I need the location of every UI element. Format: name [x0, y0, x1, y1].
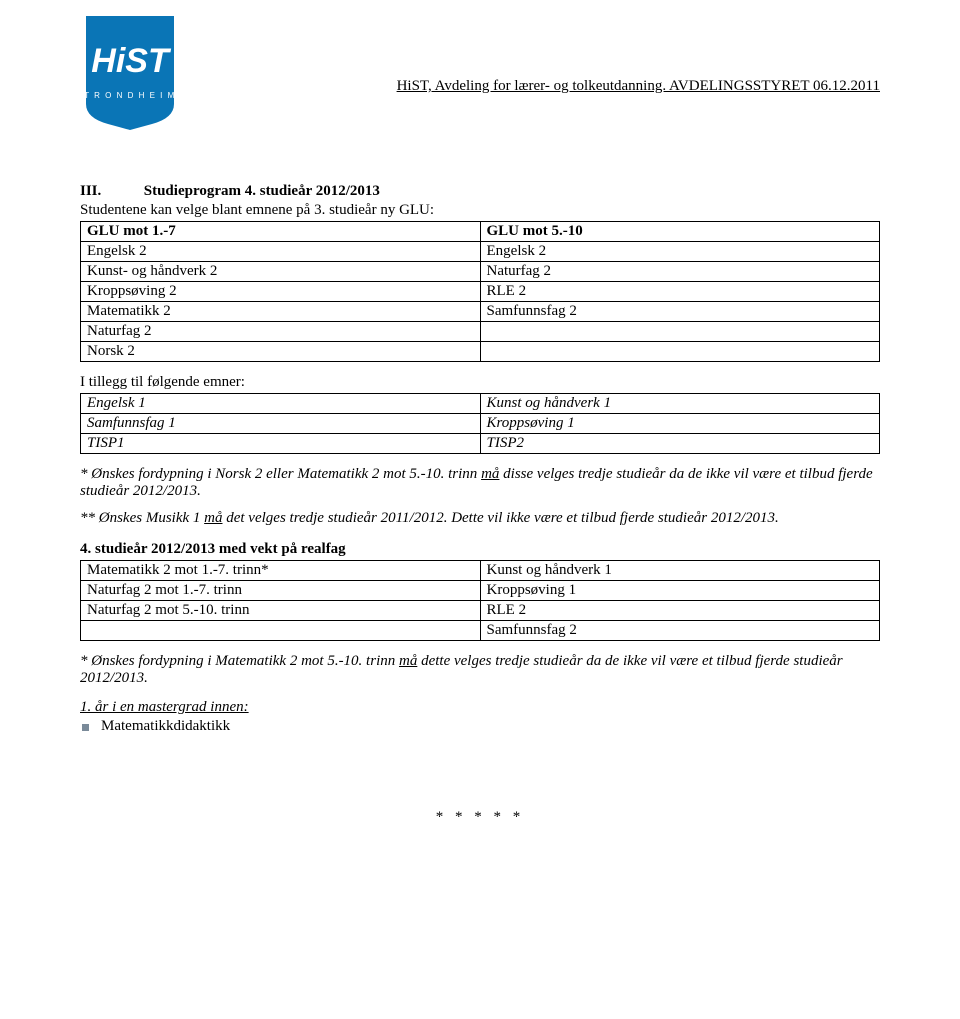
table-cell: Kunst og håndverk 1: [480, 394, 880, 414]
table-cell: Norsk 2: [81, 342, 481, 362]
master-heading: 1. år i en mastergrad innen:: [80, 699, 880, 716]
footnote-text: ** Ønskes Musikk 1: [80, 510, 204, 526]
logo: HiST T R O N D H E I M: [80, 12, 180, 137]
table-cell: Kroppsøving 1: [480, 581, 880, 601]
table-row: Naturfag 2: [81, 322, 880, 342]
table-row: Norsk 2: [81, 342, 880, 362]
svg-text:T R O N D H E I M: T R O N D H E I M: [84, 91, 176, 100]
table-header-cell: GLU mot 1.-7: [81, 222, 481, 242]
table-row: Matematikk 2 Samfunnsfag 2: [81, 302, 880, 322]
table-cell: TISP1: [81, 434, 481, 454]
table-cell: Matematikk 2: [81, 302, 481, 322]
supplementary-label: I tillegg til følgende emner:: [80, 374, 880, 391]
table-row: TISP1 TISP2: [81, 434, 880, 454]
bullet-text: Matematikkdidaktikk: [101, 718, 230, 735]
footnote-underline: må: [399, 653, 417, 669]
table-row: Matematikk 2 mot 1.-7. trinn* Kunst og h…: [81, 561, 880, 581]
table-cell: Samfunnsfag 2: [480, 302, 880, 322]
table-cell: Engelsk 2: [480, 242, 880, 262]
table-cell: [81, 621, 481, 641]
table-row: Naturfag 2 mot 5.-10. trinn RLE 2: [81, 601, 880, 621]
sub-heading: 4. studieår 2012/2013 med vekt på realfa…: [80, 541, 880, 558]
table-supplementary: Engelsk 1 Kunst og håndverk 1 Samfunnsfa…: [80, 393, 880, 454]
table-row: Engelsk 1 Kunst og håndverk 1: [81, 394, 880, 414]
section-intro: Studentene kan velge blant emnene på 3. …: [80, 202, 880, 219]
table-cell: Engelsk 1: [81, 394, 481, 414]
footnote-text: det velges tredje studieår 2011/2012. De…: [222, 510, 778, 526]
section-title: Studieprogram 4. studieår 2012/2013: [144, 183, 380, 199]
section-roman: III.: [80, 183, 140, 200]
table-cell: Kroppsøving 1: [480, 414, 880, 434]
table-cell: RLE 2: [480, 601, 880, 621]
table-cell: RLE 2: [480, 282, 880, 302]
table-cell: Naturfag 2 mot 1.-7. trinn: [81, 581, 481, 601]
table-row: GLU mot 1.-7 GLU mot 5.-10: [81, 222, 880, 242]
footnote-text: * Ønskes fordypning i Matematikk 2 mot 5…: [80, 653, 399, 669]
table-row: Naturfag 2 mot 1.-7. trinn Kroppsøving 1: [81, 581, 880, 601]
table-cell: Kroppsøving 2: [81, 282, 481, 302]
table-cell: Matematikk 2 mot 1.-7. trinn*: [81, 561, 481, 581]
table-realfag: Matematikk 2 mot 1.-7. trinn* Kunst og h…: [80, 560, 880, 641]
table-cell: Kunst og håndverk 1: [480, 561, 880, 581]
table-cell: Naturfag 2: [81, 322, 481, 342]
table-cell: Naturfag 2: [480, 262, 880, 282]
svg-text:HiST: HiST: [91, 42, 172, 80]
table-row: Samfunnsfag 2: [81, 621, 880, 641]
table-cell: Engelsk 2: [81, 242, 481, 262]
square-bullet-icon: [82, 724, 89, 731]
page-header: HiST, Avdeling for lærer- og tolkeutdann…: [80, 78, 880, 95]
footnote-underline: må: [204, 510, 222, 526]
table-cell: Kunst- og håndverk 2: [81, 262, 481, 282]
table-row: Samfunnsfag 1 Kroppsøving 1: [81, 414, 880, 434]
footnote-2: ** Ønskes Musikk 1 må det velges tredje …: [80, 510, 880, 527]
section-heading: III. Studieprogram 4. studieår 2012/2013: [80, 183, 880, 200]
table-cell: [480, 342, 880, 362]
table-row: Kunst- og håndverk 2 Naturfag 2: [81, 262, 880, 282]
table-cell: Samfunnsfag 1: [81, 414, 481, 434]
table-row: Engelsk 2 Engelsk 2: [81, 242, 880, 262]
footnote-1: * Ønskes fordypning i Norsk 2 eller Mate…: [80, 466, 880, 500]
table-row: Kroppsøving 2 RLE 2: [81, 282, 880, 302]
table-cell: [480, 322, 880, 342]
bullet-item: Matematikkdidaktikk: [80, 718, 880, 735]
footnote-underline: må: [481, 466, 499, 482]
table-header-cell: GLU mot 5.-10: [480, 222, 880, 242]
table-cell: Naturfag 2 mot 5.-10. trinn: [81, 601, 481, 621]
table-glu: GLU mot 1.-7 GLU mot 5.-10 Engelsk 2 Eng…: [80, 221, 880, 362]
table-cell: Samfunnsfag 2: [480, 621, 880, 641]
table-cell: TISP2: [480, 434, 880, 454]
footnote-text: * Ønskes fordypning i Norsk 2 eller Mate…: [80, 466, 481, 482]
separator-stars: * * * * *: [80, 809, 880, 826]
footnote-3: * Ønskes fordypning i Matematikk 2 mot 5…: [80, 653, 880, 687]
